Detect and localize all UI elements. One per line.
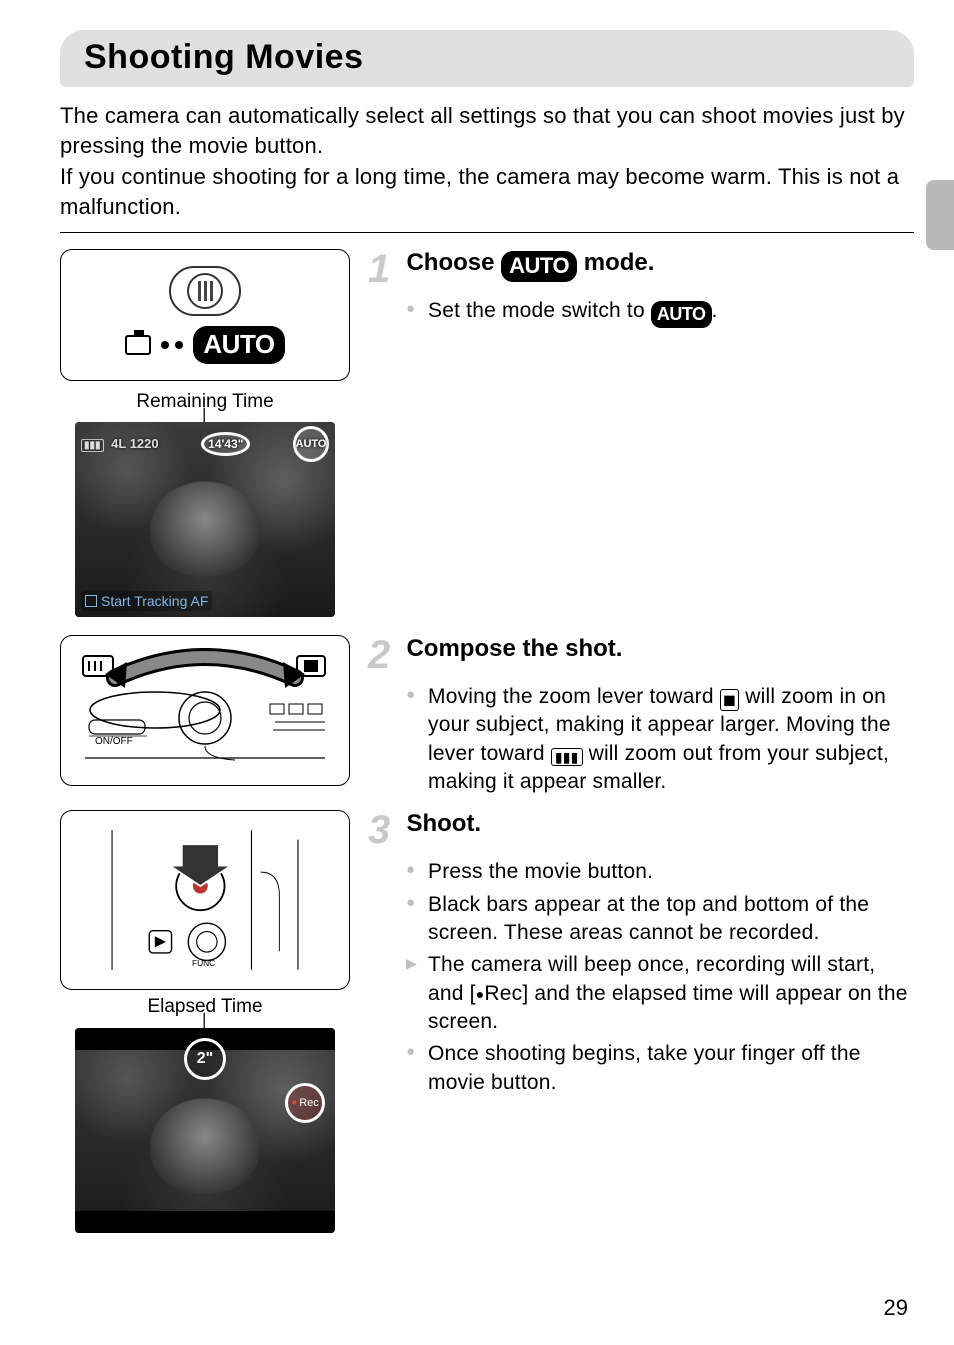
preview-shots-left: ▮▮▮ 4L 1220 <box>81 436 159 451</box>
step3-number: 3 <box>368 810 402 850</box>
step1-text: 1 Choose AUTO mode. Set the mode switch … <box>368 249 914 332</box>
title-banner: Shooting Movies <box>60 30 914 87</box>
tracking-af-label: Start Tracking AF <box>81 591 212 611</box>
step3-bullet-1: Press the movie button. <box>406 858 914 886</box>
auto-badge-icon: AUTO <box>293 426 329 462</box>
intro-p2: If you continue shooting for a long time… <box>60 162 914 221</box>
intro-p1: The camera can automatically select all … <box>60 101 914 160</box>
step3-row: FUNC Elapsed Time │ 2" Rec 3 Shoot. Pres… <box>60 810 914 1232</box>
wide-icon: ▮▮▮ <box>551 748 583 767</box>
elapsed-timer-badge: 2" <box>184 1038 226 1080</box>
caption-pointer: │ <box>60 415 350 422</box>
movie-button-svg: FUNC <box>71 821 339 979</box>
zoom-lever-svg: ON/OFF <box>75 648 335 768</box>
step3-bullet-2: Black bars appear at the top and bottom … <box>406 891 914 948</box>
auto-pill-icon: AUTO <box>501 251 577 282</box>
step3-b3-rec: Rec <box>484 982 522 1005</box>
step3-heading: Shoot. <box>406 810 481 837</box>
zoom-lever-diagram: ON/OFF <box>60 635 350 786</box>
side-tab <box>926 180 954 250</box>
svg-text:FUNC: FUNC <box>192 958 215 968</box>
camera-icon <box>125 335 151 355</box>
movie-button-diagram: FUNC <box>60 810 350 990</box>
step1-bullet: Set the mode switch to AUTO. <box>406 297 914 328</box>
step1-heading: Choose AUTO mode. <box>406 249 654 276</box>
remaining-time-block: Remaining Time │ ▮▮▮ 4L 1220 14'43" AUTO… <box>60 391 350 617</box>
step1-heading-pre: Choose <box>406 249 501 276</box>
step3-text: 3 Shoot. Press the movie button. Black b… <box>368 810 914 1101</box>
onoff-label: ON/OFF <box>95 736 133 747</box>
remaining-time-badge: 14'43" <box>201 432 250 456</box>
step3-bullet-3: The camera will beep once, recording wil… <box>406 951 914 1036</box>
auto-pill-icon: AUTO <box>193 326 284 364</box>
camera-preview-remaining: ▮▮▮ 4L 1220 14'43" AUTO Start Tracking A… <box>75 422 335 617</box>
step2-text: 2 Compose the shot. Moving the zoom leve… <box>368 635 914 800</box>
mode-switch-diagram: AUTO <box>60 249 350 381</box>
mode-dots-icon <box>161 341 183 349</box>
rec-text: Rec <box>299 1097 319 1109</box>
auto-pill-icon: AUTO <box>651 301 712 328</box>
camera-preview-recording: 2" Rec <box>75 1028 335 1233</box>
page-number: 29 <box>884 1295 908 1321</box>
preview-left-text: 4L 1220 <box>111 436 158 451</box>
caption-pointer: │ <box>60 1020 350 1027</box>
step1-bullet-post: . <box>712 299 718 322</box>
step1-heading-post: mode. <box>577 249 654 276</box>
tracking-text: Start Tracking AF <box>101 593 208 609</box>
step2-b-pre: Moving the zoom lever toward <box>428 685 720 708</box>
page-title: Shooting Movies <box>84 38 890 77</box>
step1-number: 1 <box>368 249 402 289</box>
step1-bullet-pre: Set the mode switch to <box>428 299 651 322</box>
divider <box>60 232 914 233</box>
step2-row: ON/OFF 2 Compose the shot. Moving the zo… <box>60 635 914 800</box>
step2-bullet: Moving the zoom lever toward ◼ will zoom… <box>406 683 914 796</box>
intro-text: The camera can automatically select all … <box>60 101 914 222</box>
tele-icon: ◼ <box>720 689 739 711</box>
step2-number: 2 <box>368 635 402 675</box>
step2-heading: Compose the shot. <box>406 635 622 662</box>
step1-row: AUTO 1 Choose AUTO mode. Set the mode sw… <box>60 249 914 381</box>
mode-slider-icon <box>169 266 241 316</box>
rec-badge: Rec <box>285 1083 325 1123</box>
step3-bullet-4: Once shooting begins, take your finger o… <box>406 1040 914 1097</box>
